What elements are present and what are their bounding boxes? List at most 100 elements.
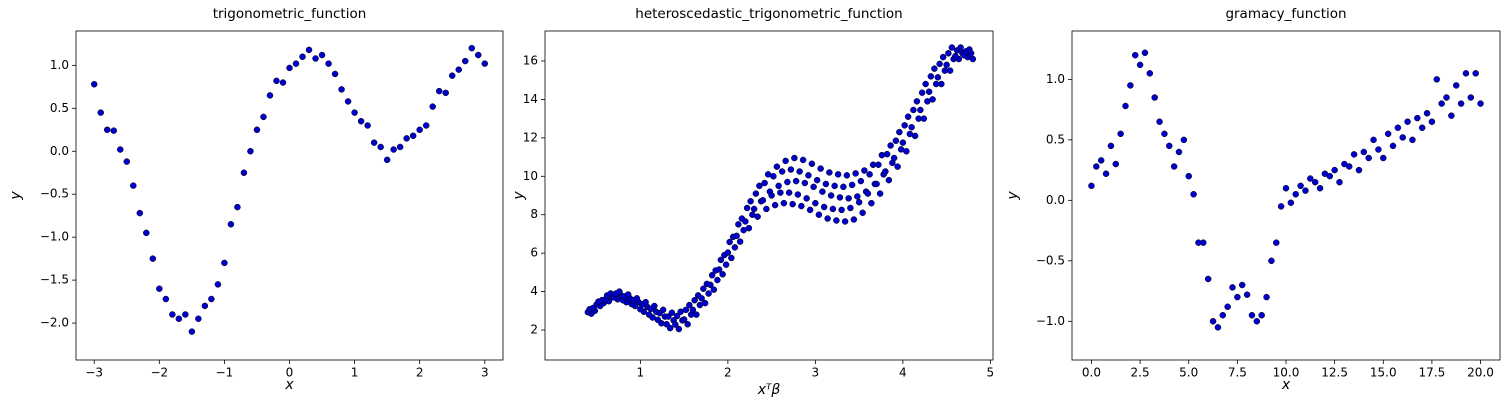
- x-tick-label: 10.0: [1273, 366, 1300, 380]
- x-tick-label: 12.5: [1321, 366, 1348, 380]
- point: [1107, 142, 1115, 150]
- point: [1093, 163, 1100, 170]
- point: [344, 98, 352, 105]
- point: [651, 302, 658, 310]
- point: [1404, 118, 1411, 125]
- point: [847, 204, 854, 212]
- point: [422, 122, 430, 129]
- point: [939, 53, 947, 61]
- point: [936, 60, 943, 68]
- point: [922, 80, 929, 88]
- point: [1117, 130, 1124, 138]
- point: [929, 96, 936, 103]
- y-tick-label: 0.5: [50, 101, 69, 115]
- y-tick-label: 8: [530, 207, 538, 221]
- x-tick-label: 4: [899, 366, 907, 380]
- point: [1263, 293, 1270, 301]
- point: [461, 57, 469, 65]
- y-tick-label: 14: [523, 92, 538, 106]
- x-tick-label: 3: [812, 366, 820, 380]
- point: [833, 217, 840, 224]
- x-tick-label: −1: [216, 366, 234, 380]
- point: [812, 199, 819, 207]
- point: [663, 321, 670, 328]
- x-tick-label: 5: [987, 366, 995, 380]
- point: [90, 81, 98, 88]
- point: [913, 98, 921, 105]
- point: [728, 254, 735, 262]
- y-tick-label: 10: [523, 169, 538, 183]
- point: [894, 163, 901, 170]
- point: [1409, 136, 1416, 144]
- point: [1326, 172, 1334, 180]
- point: [763, 205, 770, 213]
- x-tick-label: 0.0: [1082, 366, 1101, 380]
- point: [156, 285, 163, 292]
- point: [808, 160, 816, 168]
- point: [857, 177, 865, 185]
- point: [1161, 130, 1168, 138]
- point: [689, 306, 697, 314]
- x-axis-label: x: [1281, 377, 1291, 393]
- point: [948, 44, 956, 51]
- axes-frame: [544, 30, 994, 361]
- point: [722, 261, 730, 268]
- axes-frame: [75, 30, 504, 361]
- point: [875, 161, 882, 169]
- point: [693, 311, 700, 318]
- y-tick-label: 2: [530, 323, 538, 337]
- point: [966, 46, 973, 53]
- point: [1418, 124, 1426, 132]
- point: [882, 168, 889, 175]
- axes-frame: [1071, 30, 1501, 361]
- point: [143, 229, 150, 237]
- point: [787, 166, 795, 173]
- point: [654, 316, 662, 324]
- point: [97, 109, 104, 116]
- point: [743, 204, 751, 212]
- point: [840, 183, 847, 191]
- y-tick-label: −0.5: [40, 187, 69, 201]
- point: [1253, 318, 1261, 325]
- point: [1302, 187, 1309, 194]
- point: [826, 169, 833, 176]
- point: [435, 87, 443, 95]
- point: [810, 183, 817, 191]
- point: [1394, 124, 1402, 132]
- point: [201, 302, 209, 310]
- point: [162, 295, 170, 303]
- point: [675, 325, 683, 333]
- point: [827, 192, 835, 199]
- point: [701, 299, 709, 307]
- point: [789, 200, 796, 208]
- y-axis-label: y: [8, 191, 24, 201]
- point: [801, 179, 809, 187]
- y-tick-label: −1.0: [40, 230, 69, 244]
- point: [286, 64, 293, 72]
- point: [707, 281, 714, 289]
- point: [117, 146, 124, 153]
- point: [791, 154, 798, 162]
- point: [866, 171, 873, 178]
- point: [1438, 100, 1445, 107]
- point: [338, 86, 345, 93]
- point: [668, 309, 676, 316]
- point: [357, 117, 365, 125]
- point: [1214, 324, 1222, 331]
- point: [1127, 82, 1134, 89]
- point: [771, 201, 779, 209]
- point: [1457, 100, 1465, 107]
- point: [1190, 191, 1197, 198]
- point: [859, 209, 866, 217]
- point: [780, 199, 788, 207]
- point: [803, 195, 810, 202]
- point: [684, 321, 691, 328]
- point: [616, 288, 623, 295]
- point: [931, 65, 938, 72]
- point: [731, 244, 739, 251]
- point: [843, 172, 851, 179]
- point: [773, 163, 781, 170]
- point: [325, 60, 332, 67]
- point: [1131, 51, 1139, 59]
- point: [364, 122, 371, 129]
